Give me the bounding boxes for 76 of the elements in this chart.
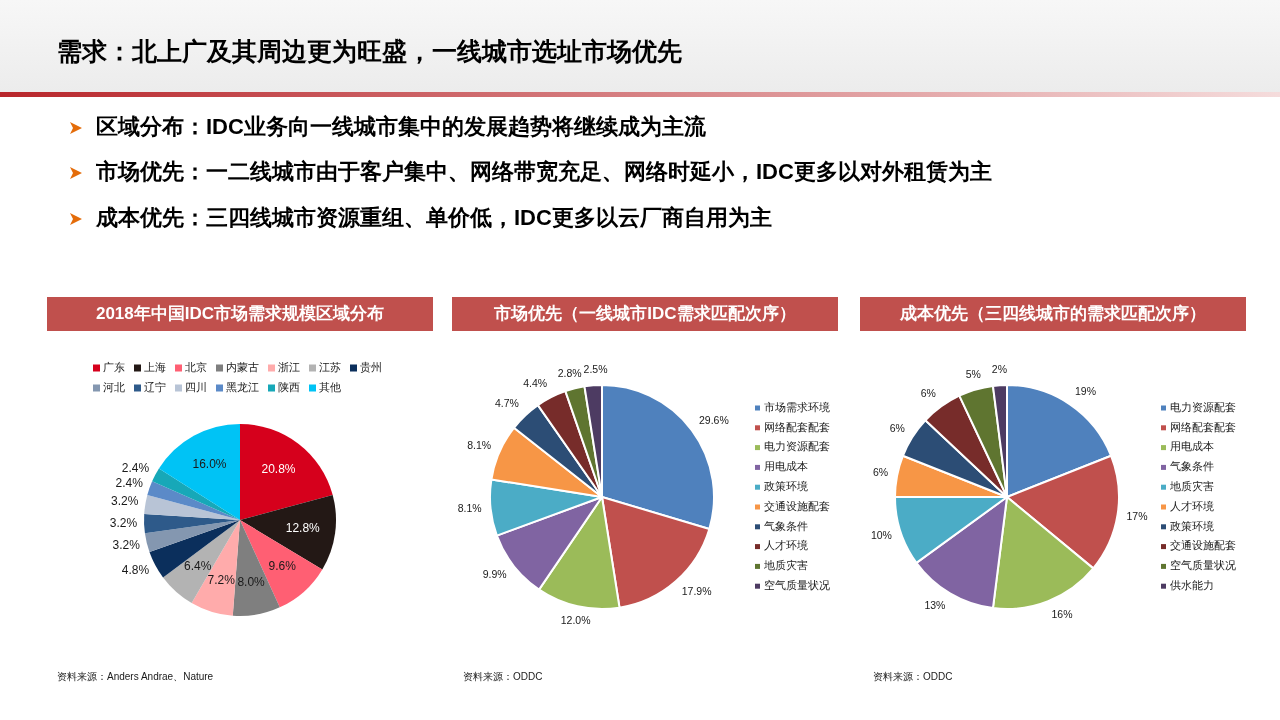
legend-label: 市场需求环境 <box>764 400 830 413</box>
legend-label: 交通设施配套 <box>764 499 830 512</box>
legend-label: 上海 <box>144 360 166 373</box>
legend-label: 空气质量状况 <box>764 578 830 591</box>
legend-label: 内蒙古 <box>226 360 259 373</box>
data-label: 7.2% <box>207 572 236 587</box>
legend-label: 用电成本 <box>764 460 808 473</box>
data-label: 16.0% <box>192 456 227 471</box>
legend-label: 政策环境 <box>764 479 808 492</box>
data-label: 6% <box>872 465 889 478</box>
legend-label: 空气质量状况 <box>1170 559 1236 572</box>
text: 成本优先：三四线城市资源重组、单价低，IDC更多以云厂商自用为主 <box>95 204 772 230</box>
data-label: 29.6% <box>698 413 729 426</box>
data-label: 8.1% <box>467 438 492 451</box>
data-label: 20.8% <box>261 461 296 476</box>
data-label: 2% <box>991 363 1007 376</box>
legend-label: 北京 <box>185 360 207 373</box>
data-label: 12.8% <box>285 520 321 535</box>
data-label: 12.0% <box>560 613 591 626</box>
data-label: 6% <box>889 421 905 434</box>
data-label: 2.8% <box>557 366 582 379</box>
legend-label: 四川 <box>185 380 207 393</box>
legend-label: 用电成本 <box>1170 440 1214 453</box>
data-label: 2.4% <box>121 460 150 475</box>
data-label: 3.2% <box>112 537 141 552</box>
legend-label: 地质灾害 <box>1169 479 1214 492</box>
legend-label: 河北 <box>103 380 125 393</box>
data-label: 6.4% <box>184 559 212 574</box>
text: 区域分布：IDC业务向一线城市集中的发展趋势将继续成为主流 <box>96 113 707 139</box>
data-label: 2.5% <box>583 363 608 376</box>
data-label: 8.0% <box>237 574 266 589</box>
data-label: 4.8% <box>121 563 150 578</box>
data-label: 3.2% <box>109 516 138 531</box>
data-label: 6% <box>920 387 936 400</box>
legend-label: 陕西 <box>278 380 300 393</box>
data-label: 9.9% <box>482 567 507 580</box>
legend-label: 其他 <box>319 380 341 393</box>
legend-label: 电力资源配套 <box>764 440 830 453</box>
legend-label: 气象条件 <box>1170 460 1214 473</box>
legend-label: 供水能力 <box>1170 578 1214 591</box>
legend-label: 贵州 <box>360 360 382 373</box>
data-label: 4.7% <box>494 397 519 410</box>
data-label: 10% <box>870 529 892 542</box>
legend-label: 政策环境 <box>1170 519 1214 532</box>
data-label: 3.2% <box>111 494 139 509</box>
data-label: 2.4% <box>115 475 144 490</box>
legend-label: 气象条件 <box>764 519 808 532</box>
chart-title: 市场优先（一线城市IDC需求匹配次序） <box>493 304 796 324</box>
text: 资料来源：Anders Andrae、Nature <box>57 670 214 682</box>
legend-label: 人才环境 <box>1170 499 1214 512</box>
data-label: 16% <box>1051 607 1073 620</box>
legend-label: 江苏 <box>319 360 341 373</box>
legend-label: 黑龙江 <box>226 380 259 393</box>
data-label: 9.6% <box>268 559 297 574</box>
data-label: 17% <box>1126 509 1148 522</box>
legend-label: 网络配套配套 <box>1170 420 1236 433</box>
data-label: 17.9% <box>681 585 712 598</box>
data-label: 8.1% <box>457 502 482 515</box>
data-label: 4.4% <box>523 376 548 389</box>
legend-label: 网络配套配套 <box>764 420 830 433</box>
data-label: 13% <box>924 599 946 612</box>
text: 市场优先：一二线城市由于客户集中、网络带宽充足、网络时延小，IDC更多以对外租赁为主 <box>95 158 992 184</box>
legend-label: 电力资源配套 <box>1170 400 1236 413</box>
text: 资料来源：ODDC <box>873 670 953 682</box>
legend-label: 人才环境 <box>764 539 808 552</box>
text: 资料来源：ODDC <box>463 670 543 682</box>
data-label: 5% <box>965 367 981 380</box>
legend-label: 浙江 <box>278 360 300 373</box>
chart-title: 2018年中国IDC市场需求规模区域分布 <box>95 304 385 324</box>
data-label: 19% <box>1075 384 1097 397</box>
legend-label: 地质灾害 <box>763 559 808 572</box>
chart-title: 成本优先（三四线城市的需求匹配次序） <box>899 304 1206 324</box>
text: 需求：北上广及其周边更为旺盛，一线城市选址市场优先 <box>57 36 682 65</box>
legend-label: 交通设施配套 <box>1170 539 1236 552</box>
legend-label: 辽宁 <box>144 380 166 393</box>
legend-label: 广东 <box>103 360 125 373</box>
